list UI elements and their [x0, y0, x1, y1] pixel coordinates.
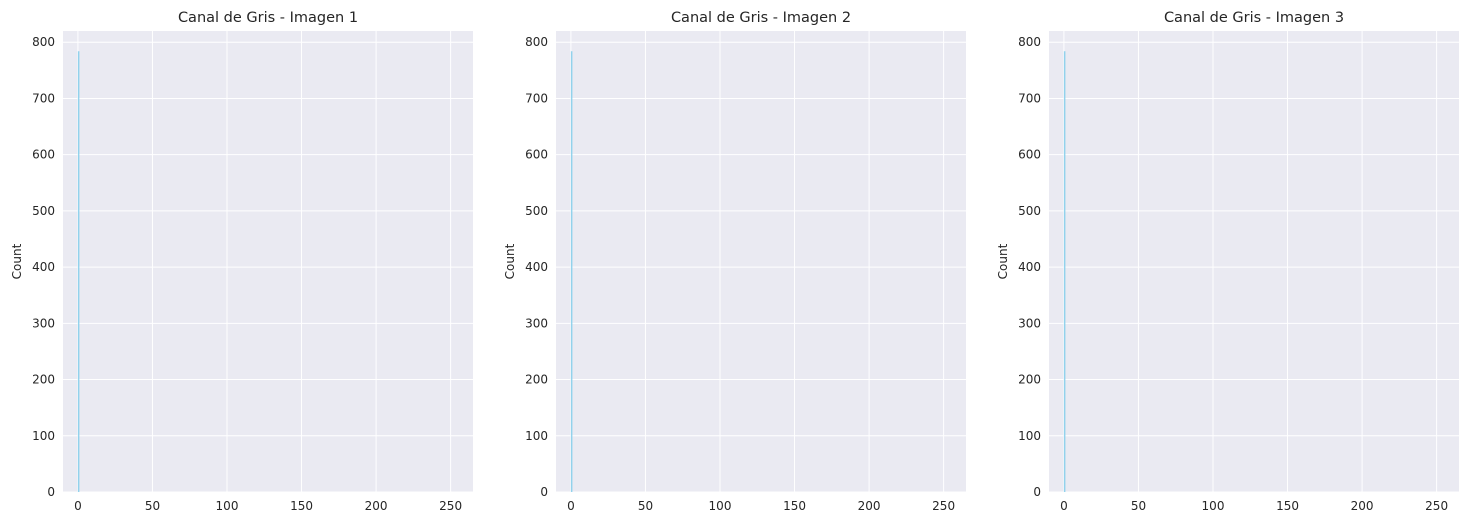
y-tick-label: 500 [525, 204, 548, 218]
x-tick-labels: 0 50 100 150 200 250 [74, 499, 462, 513]
y-tick-label: 0 [47, 485, 55, 499]
y-tick-label: 500 [32, 204, 55, 218]
grid-lines [63, 31, 473, 493]
plot-area [63, 31, 473, 492]
plot-area [1049, 31, 1459, 492]
x-tick-label: 200 [365, 499, 388, 513]
x-tick-label: 150 [783, 499, 806, 513]
y-axis-label: Count [503, 243, 517, 279]
subplot-3: 0 50 100 150 200 250 0 100 200 300 400 500 600 700 80… [996, 10, 1459, 513]
x-tick-label: 100 [216, 499, 239, 513]
y-tick-label: 700 [525, 91, 548, 105]
y-tick-label: 200 [32, 373, 55, 387]
y-tick-label: 200 [525, 373, 548, 387]
y-tick-label: 600 [32, 148, 55, 162]
subplot-title: Canal de Gris - Imagen 1 [178, 10, 358, 26]
histogram-bar [570, 51, 573, 493]
y-axis-label: Count [10, 243, 24, 279]
x-tick-label: 50 [638, 499, 653, 513]
y-tick-label: 300 [1018, 316, 1041, 330]
subplot-1: 0 50 100 150 200 250 0 100 200 300 400 500 600 700 80… [10, 10, 473, 513]
y-tick-label: 600 [525, 148, 548, 162]
plot-area [556, 31, 966, 492]
x-tick-label: 100 [1202, 499, 1225, 513]
y-tick-label: 800 [32, 35, 55, 49]
y-tick-label: 300 [32, 316, 55, 330]
histogram-bar [77, 51, 80, 493]
x-tick-label: 50 [1131, 499, 1146, 513]
x-tick-label: 200 [1351, 499, 1374, 513]
histogram-bars [1063, 51, 1066, 493]
y-tick-labels: 0 100 200 300 400 500 600 700 800 [525, 35, 548, 499]
y-tick-label: 800 [525, 35, 548, 49]
x-tick-label: 250 [932, 499, 955, 513]
histogram-bar [1063, 51, 1066, 493]
y-tick-label: 400 [525, 260, 548, 274]
histogram-bars [570, 51, 573, 493]
y-tick-label: 0 [1033, 485, 1041, 499]
y-tick-label: 400 [1018, 260, 1041, 274]
x-tick-label: 200 [858, 499, 881, 513]
y-axis-label: Count [996, 243, 1010, 279]
x-tick-label: 250 [1425, 499, 1448, 513]
y-tick-label: 700 [32, 91, 55, 105]
y-tick-label: 100 [32, 429, 55, 443]
y-tick-label: 100 [1018, 429, 1041, 443]
y-tick-label: 300 [525, 316, 548, 330]
histogram-bars [77, 51, 80, 493]
x-tick-label: 100 [709, 499, 732, 513]
y-tick-label: 200 [1018, 373, 1041, 387]
x-tick-label: 0 [567, 499, 575, 513]
y-tick-labels: 0 100 200 300 400 500 600 700 800 [1018, 35, 1041, 499]
y-tick-label: 500 [1018, 204, 1041, 218]
x-tick-label: 0 [74, 499, 82, 513]
y-tick-label: 800 [1018, 35, 1041, 49]
x-tick-label: 150 [290, 499, 313, 513]
subplot-title: Canal de Gris - Imagen 3 [1164, 10, 1344, 26]
x-tick-label: 150 [1276, 499, 1299, 513]
y-tick-label: 400 [32, 260, 55, 274]
subplot-title: Canal de Gris - Imagen 2 [671, 10, 851, 26]
x-tick-label: 50 [145, 499, 160, 513]
y-tick-label: 0 [540, 485, 548, 499]
x-tick-label: 0 [1060, 499, 1068, 513]
subplot-2: 0 50 100 150 200 250 0 100 200 300 400 500 600 700 80… [503, 10, 966, 513]
grid-lines [556, 31, 966, 493]
x-tick-label: 250 [439, 499, 462, 513]
x-tick-labels: 0 50 100 150 200 250 [1060, 499, 1448, 513]
x-tick-labels: 0 50 100 150 200 250 [567, 499, 955, 513]
y-tick-label: 100 [525, 429, 548, 443]
y-tick-label: 700 [1018, 91, 1041, 105]
y-tick-label: 600 [1018, 148, 1041, 162]
y-tick-labels: 0 100 200 300 400 500 600 700 800 [32, 35, 55, 499]
